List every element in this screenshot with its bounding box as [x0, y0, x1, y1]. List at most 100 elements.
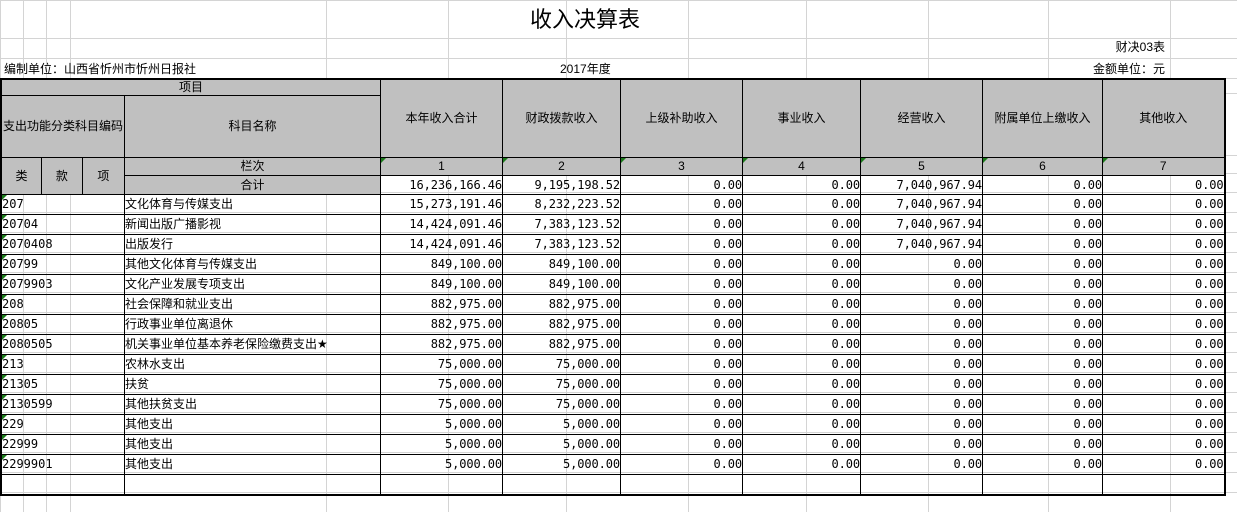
row-value-col2[interactable]: 849,100.00	[502, 274, 622, 295]
row-value-col5[interactable]: 0.00	[860, 454, 984, 475]
row-value-col6[interactable]: 0.00	[982, 434, 1104, 455]
row-subject-name[interactable]: 新闻出版广播影视	[124, 214, 382, 235]
row-value-col1[interactable]: 882,975.00	[380, 314, 504, 335]
row-code[interactable]: 208	[0, 294, 126, 315]
row-value-col7[interactable]: 0.00	[1102, 334, 1226, 355]
row-value-col1[interactable]: 882,975.00	[380, 334, 504, 355]
row-value-col6[interactable]	[982, 474, 1104, 495]
row-subject-name[interactable]: 其他扶贫支出	[124, 394, 382, 415]
row-value-col1[interactable]: 5,000.00	[380, 414, 504, 435]
row-subject-name[interactable]: 社会保障和就业支出	[124, 294, 382, 315]
row-subject-name[interactable]: 文化体育与传媒支出	[124, 194, 382, 215]
row-value-col6[interactable]: 0.00	[982, 274, 1104, 295]
row-value-col2[interactable]: 882,975.00	[502, 334, 622, 355]
row-value-col7[interactable]: 0.00	[1102, 274, 1226, 295]
row-value-col2[interactable]: 75,000.00	[502, 374, 622, 395]
row-subject-name[interactable]: 其他支出	[124, 434, 382, 455]
row-value-col1[interactable]	[380, 474, 504, 495]
row-value-col4[interactable]: 0.00	[742, 434, 862, 455]
row-code[interactable]: 213	[0, 354, 126, 375]
row-value-col4[interactable]: 0.00	[742, 394, 862, 415]
row-subject-name[interactable]: 其他支出	[124, 414, 382, 435]
row-value-col1[interactable]: 882,975.00	[380, 294, 504, 315]
row-value-col7[interactable]: 0.00	[1102, 414, 1226, 435]
row-value-col2[interactable]: 5,000.00	[502, 434, 622, 455]
row-value-col2[interactable]: 8,232,223.52	[502, 194, 622, 215]
row-value-col6[interactable]: 0.00	[982, 394, 1104, 415]
row-value-col7[interactable]: 0.00	[1102, 374, 1226, 395]
row-value-col6[interactable]: 0.00	[982, 374, 1104, 395]
row-value-col5[interactable]: 0.00	[860, 394, 984, 415]
row-value-col6[interactable]: 0.00	[982, 454, 1104, 475]
row-value-col7[interactable]: 0.00	[1102, 234, 1226, 255]
row-subject-name[interactable]: 其他文化体育与传媒支出	[124, 254, 382, 275]
row-value-col3[interactable]: 0.00	[620, 454, 744, 475]
row-value-col5[interactable]: 0.00	[860, 294, 984, 315]
row-value-col7[interactable]: 0.00	[1102, 394, 1226, 415]
row-subject-name[interactable]: 农林水支出	[124, 354, 382, 375]
row-value-col5[interactable]: 0.00	[860, 414, 984, 435]
row-code[interactable]: 229	[0, 414, 126, 435]
row-value-col4[interactable]: 0.00	[742, 214, 862, 235]
row-value-col6[interactable]: 0.00	[982, 194, 1104, 215]
row-value-col6[interactable]: 0.00	[982, 354, 1104, 375]
row-value-col5[interactable]: 0.00	[860, 314, 984, 335]
row-value-col4[interactable]: 0.00	[742, 454, 862, 475]
row-value-col4[interactable]: 0.00	[742, 294, 862, 315]
row-code[interactable]: 2080505	[0, 334, 126, 355]
row-value-col4[interactable]: 0.00	[742, 354, 862, 375]
row-subject-name[interactable]: 文化产业发展专项支出	[124, 274, 382, 295]
row-value-col6[interactable]: 0.00	[982, 314, 1104, 335]
row-value-col4[interactable]: 0.00	[742, 414, 862, 435]
row-value-col1[interactable]: 15,273,191.46	[380, 194, 504, 215]
row-value-col2[interactable]: 7,383,123.52	[502, 234, 622, 255]
row-value-col1[interactable]: 5,000.00	[380, 434, 504, 455]
row-value-col1[interactable]: 14,424,091.46	[380, 214, 504, 235]
row-value-col5[interactable]: 0.00	[860, 434, 984, 455]
row-value-col1[interactable]: 5,000.00	[380, 454, 504, 475]
row-value-col3[interactable]: 0.00	[620, 394, 744, 415]
row-value-col3[interactable]: 0.00	[620, 334, 744, 355]
row-value-col5[interactable]: 7,040,967.94	[860, 194, 984, 215]
row-value-col1[interactable]: 849,100.00	[380, 274, 504, 295]
row-value-col7[interactable]: 0.00	[1102, 354, 1226, 375]
row-value-col6[interactable]: 0.00	[982, 234, 1104, 255]
row-value-col5[interactable]: 0.00	[860, 354, 984, 375]
row-value-col7[interactable]	[1102, 474, 1226, 495]
row-value-col7[interactable]: 0.00	[1102, 434, 1226, 455]
row-value-col5[interactable]: 7,040,967.94	[860, 214, 984, 235]
row-value-col2[interactable]	[502, 474, 622, 495]
row-code[interactable]: 207	[0, 194, 126, 215]
row-code[interactable]: 2130599	[0, 394, 126, 415]
row-value-col4[interactable]: 0.00	[742, 374, 862, 395]
row-value-col4[interactable]: 0.00	[742, 314, 862, 335]
row-value-col2[interactable]: 882,975.00	[502, 294, 622, 315]
row-code[interactable]: 20799	[0, 254, 126, 275]
row-value-col3[interactable]: 0.00	[620, 274, 744, 295]
row-value-col1[interactable]: 75,000.00	[380, 374, 504, 395]
row-value-col3[interactable]: 0.00	[620, 354, 744, 375]
row-value-col2[interactable]: 7,383,123.52	[502, 214, 622, 235]
row-value-col3[interactable]: 0.00	[620, 254, 744, 275]
row-subject-name[interactable]	[124, 474, 382, 495]
row-value-col2[interactable]: 849,100.00	[502, 254, 622, 275]
row-subject-name[interactable]: 出版发行	[124, 234, 382, 255]
row-code[interactable]: 2299901	[0, 454, 126, 475]
row-value-col7[interactable]: 0.00	[1102, 254, 1226, 275]
row-value-col5[interactable]: 7,040,967.94	[860, 234, 984, 255]
row-value-col3[interactable]: 0.00	[620, 294, 744, 315]
row-value-col7[interactable]: 0.00	[1102, 294, 1226, 315]
row-value-col6[interactable]: 0.00	[982, 254, 1104, 275]
row-value-col5[interactable]: 0.00	[860, 334, 984, 355]
row-value-col7[interactable]: 0.00	[1102, 214, 1226, 235]
row-value-col2[interactable]: 5,000.00	[502, 414, 622, 435]
row-value-col5[interactable]	[860, 474, 984, 495]
row-value-col4[interactable]: 0.00	[742, 234, 862, 255]
row-subject-name[interactable]: 扶贫	[124, 374, 382, 395]
row-value-col6[interactable]: 0.00	[982, 294, 1104, 315]
row-value-col4[interactable]: 0.00	[742, 274, 862, 295]
row-value-col5[interactable]: 0.00	[860, 374, 984, 395]
row-value-col4[interactable]: 0.00	[742, 194, 862, 215]
row-subject-name[interactable]: 机关事业单位基本养老保险缴费支出★	[124, 334, 382, 355]
row-value-col3[interactable]: 0.00	[620, 434, 744, 455]
